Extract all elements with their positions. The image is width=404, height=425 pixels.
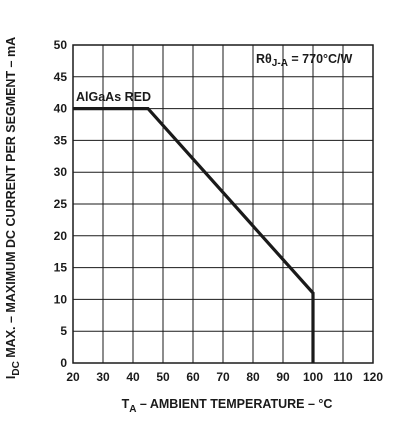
y-tick-label-5: 5	[60, 324, 67, 338]
y-tick-label-50: 50	[54, 38, 68, 52]
y-tick-label-20: 20	[54, 229, 68, 243]
x-tick-label-90: 90	[276, 370, 290, 384]
series-line-algaas-red	[73, 107, 315, 363]
y-tick-label-15: 15	[54, 261, 68, 275]
x-tick-label-80: 80	[246, 370, 260, 384]
y-tick-label-30: 30	[54, 165, 68, 179]
y-axis-title: IDC MAX. – MAXIMUM DC CURRENT PER SEGMEN…	[4, 37, 22, 379]
y-tick-label-40: 40	[54, 102, 68, 116]
x-tick-label-120: 120	[363, 370, 383, 384]
y-tick-label-10: 10	[54, 292, 68, 306]
x-tick-labels: 20 30 40 50 60 70 80 90 100 110 120	[66, 370, 383, 384]
x-axis-title: TA – AMBIENT TEMPERATURE – °C	[122, 397, 333, 415]
x-tick-label-20: 20	[66, 370, 80, 384]
y-tick-label-35: 35	[54, 133, 68, 147]
x-tick-label-110: 110	[333, 370, 353, 384]
x-tick-label-50: 50	[156, 370, 170, 384]
plot-frame	[72, 44, 374, 364]
x-tick-label-30: 30	[96, 370, 110, 384]
y-tick-label-0: 0	[60, 356, 67, 370]
y-tick-labels: 0 5 10 15 20 25 30 35 40 45 50	[54, 38, 68, 370]
series-label-algaas-red: AlGaAs RED	[76, 90, 151, 104]
x-tick-label-40: 40	[126, 370, 140, 384]
y-tick-label-25: 25	[54, 197, 68, 211]
thermal-resistance-annotation: RθJ-A = 770°C/W	[256, 52, 353, 69]
y-tick-label-45: 45	[54, 70, 68, 84]
x-tick-label-60: 60	[186, 370, 200, 384]
x-tick-label-70: 70	[216, 370, 230, 384]
x-tick-label-100: 100	[303, 370, 323, 384]
